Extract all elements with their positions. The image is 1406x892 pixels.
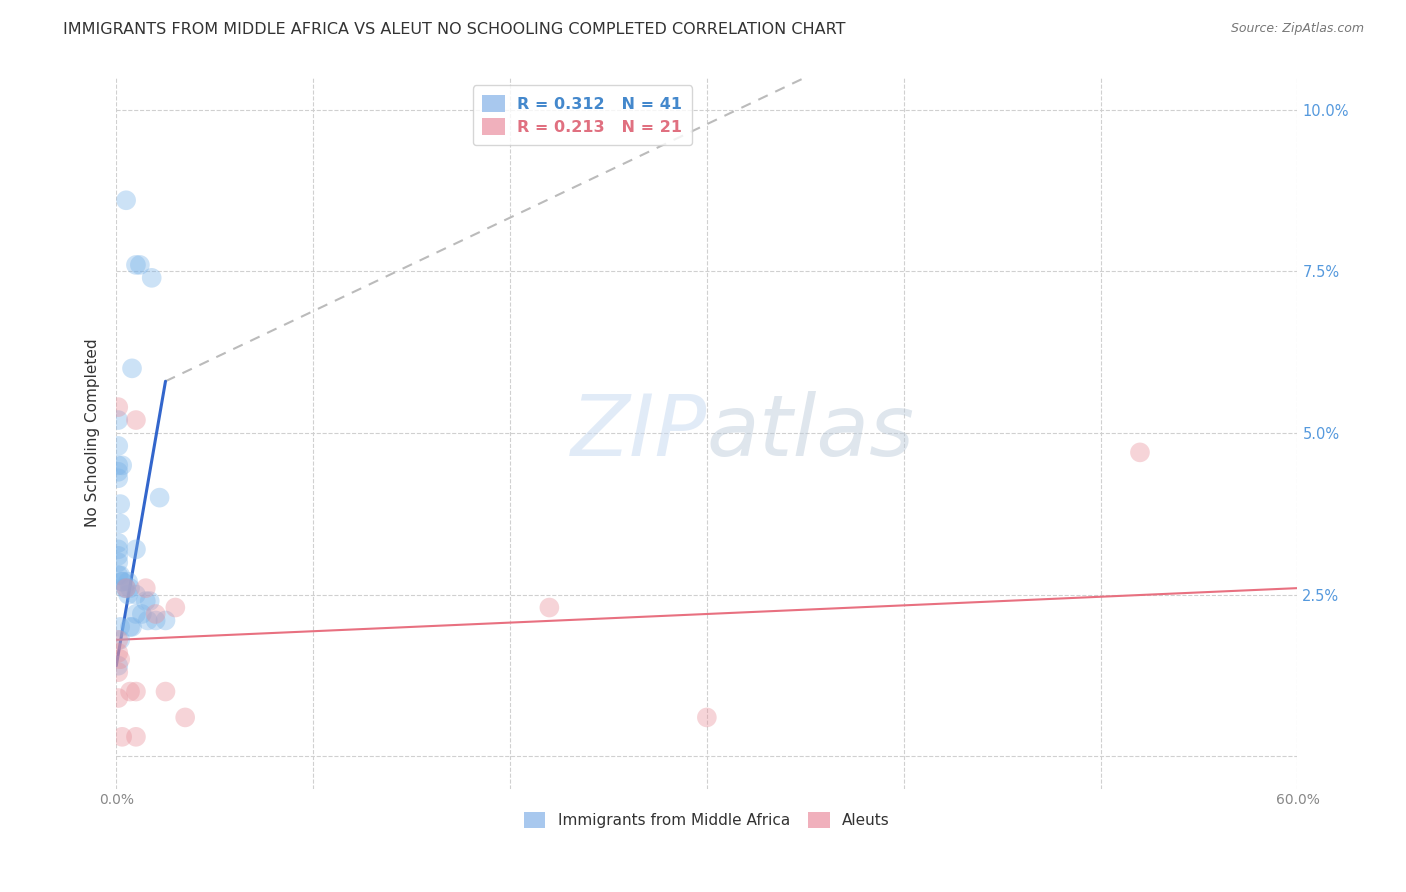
Point (111, 730, 134, 744)
Point (107, 465, 129, 479)
Y-axis label: No Schooling Completed: No Schooling Completed (86, 339, 100, 527)
Text: Source: ZipAtlas.com: Source: ZipAtlas.com (1230, 22, 1364, 36)
Point (107, 691, 129, 706)
Point (107, 665, 129, 680)
Point (107, 439, 129, 453)
Point (1129, 445, 1152, 459)
Point (108, 497, 131, 511)
Point (111, 458, 134, 473)
Point (107, 568, 129, 582)
Point (107, 555, 129, 569)
Point (108, 568, 131, 582)
Point (136, 614, 159, 628)
Point (107, 658, 129, 673)
Point (115, 581, 138, 595)
Point (125, 588, 148, 602)
Point (107, 458, 129, 473)
Text: atlas: atlas (707, 392, 915, 475)
Point (155, 684, 177, 698)
Point (125, 542, 148, 557)
Point (118, 581, 141, 595)
Point (117, 574, 139, 589)
Point (107, 632, 129, 647)
Point (107, 542, 129, 557)
Point (135, 594, 157, 608)
Point (108, 632, 131, 647)
Point (121, 620, 143, 634)
Point (107, 400, 129, 414)
Point (538, 600, 561, 615)
Point (128, 258, 150, 272)
Point (125, 684, 148, 698)
Point (112, 581, 135, 595)
Point (145, 607, 167, 621)
Point (108, 516, 131, 531)
Point (125, 413, 148, 427)
Point (107, 646, 129, 660)
Legend: Immigrants from Middle Africa, Aleuts: Immigrants from Middle Africa, Aleuts (517, 806, 896, 834)
Point (165, 600, 187, 615)
Point (107, 413, 129, 427)
Point (131, 607, 153, 621)
Point (108, 620, 131, 634)
Text: IMMIGRANTS FROM MIDDLE AFRICA VS ALEUT NO SCHOOLING COMPLETED CORRELATION CHART: IMMIGRANTS FROM MIDDLE AFRICA VS ALEUT N… (63, 22, 846, 37)
Point (125, 730, 148, 744)
Point (107, 471, 129, 485)
Point (139, 594, 162, 608)
Point (141, 270, 163, 285)
Point (118, 684, 141, 698)
Point (174, 710, 197, 724)
Point (135, 581, 157, 595)
Point (145, 614, 167, 628)
Point (115, 194, 138, 208)
Point (149, 491, 172, 505)
Point (696, 710, 718, 724)
Point (108, 652, 131, 666)
Point (107, 536, 129, 550)
Point (115, 581, 138, 595)
Point (111, 574, 134, 589)
Point (111, 574, 134, 589)
Point (107, 549, 129, 563)
Point (125, 258, 148, 272)
Point (125, 607, 148, 621)
Point (118, 620, 141, 634)
Point (121, 361, 143, 376)
Text: ZIP: ZIP (571, 392, 707, 475)
Point (155, 614, 177, 628)
Point (117, 588, 139, 602)
